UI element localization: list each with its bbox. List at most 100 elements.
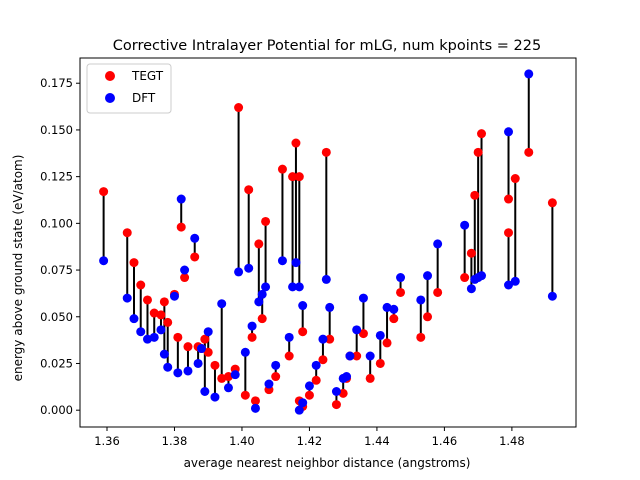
- point-dft: [156, 325, 166, 335]
- point-tegt: [304, 390, 314, 400]
- point-dft: [389, 304, 399, 314]
- point-tegt: [257, 314, 267, 324]
- point-dft: [190, 233, 200, 243]
- y-tick-label: 0.150: [40, 123, 73, 137]
- point-tegt: [338, 388, 348, 398]
- legend-marker-tegt: [105, 71, 115, 81]
- point-dft: [304, 381, 314, 391]
- point-dft: [433, 239, 443, 249]
- x-tick-label: 1.38: [162, 434, 188, 448]
- point-dft: [375, 330, 385, 340]
- point-tegt: [223, 372, 233, 382]
- x-axis-ticks: 1.36 1.38 1.40 1.42 1.44 1.46 1.48: [94, 427, 525, 448]
- x-axis-label: average nearest neighbor distance (angst…: [184, 456, 471, 470]
- point-dft: [122, 293, 132, 303]
- point-dft: [173, 368, 183, 378]
- point-tegt: [352, 351, 362, 361]
- point-dft: [203, 327, 213, 337]
- point-tegt: [325, 334, 335, 344]
- point-dft: [247, 321, 257, 331]
- point-dft: [217, 299, 227, 309]
- point-dft: [234, 267, 244, 277]
- point-tegt: [234, 103, 244, 113]
- point-tegt: [396, 287, 406, 297]
- point-dft: [176, 194, 186, 204]
- point-tegt: [321, 147, 331, 157]
- point-tegt: [190, 252, 200, 262]
- point-dft: [99, 256, 109, 266]
- point-dft: [200, 387, 210, 397]
- x-tick-label: 1.42: [297, 434, 323, 448]
- y-tick-label: 0.100: [40, 216, 73, 230]
- point-tegt: [318, 355, 328, 365]
- point-tegt: [298, 327, 308, 337]
- point-dft: [466, 284, 476, 294]
- x-tick-label: 1.36: [94, 434, 120, 448]
- point-dft: [325, 302, 335, 312]
- point-tegt: [176, 222, 186, 232]
- point-tegt: [217, 373, 227, 383]
- point-tegt: [504, 194, 514, 204]
- point-dft: [331, 387, 341, 397]
- point-tegt: [250, 396, 260, 406]
- x-tick-label: 1.44: [364, 434, 390, 448]
- point-dft: [291, 258, 301, 268]
- point-dft: [264, 379, 274, 389]
- point-tegt: [156, 310, 166, 320]
- point-tegt: [277, 164, 287, 174]
- point-dft: [169, 291, 179, 301]
- point-tegt: [129, 258, 139, 268]
- point-dft: [365, 351, 375, 361]
- point-dft: [261, 282, 271, 292]
- point-dft: [271, 360, 281, 370]
- y-tick-label: 0.050: [40, 310, 73, 324]
- point-tegt: [460, 273, 470, 283]
- point-dft: [183, 366, 193, 376]
- point-tegt: [331, 400, 341, 410]
- point-tegt: [163, 317, 173, 327]
- point-dft: [254, 297, 264, 307]
- point-dft: [257, 289, 267, 299]
- point-dft: [288, 282, 298, 292]
- point-tegt: [149, 308, 159, 318]
- point-dft: [244, 263, 254, 273]
- point-tegt: [173, 332, 183, 342]
- point-dft: [342, 372, 352, 382]
- point-tegt: [504, 228, 514, 238]
- point-tegt: [247, 332, 257, 342]
- chart-title: Corrective Intralayer Potential for mLG,…: [113, 38, 541, 54]
- point-dft: [352, 325, 362, 335]
- legend-label-tegt: TEGT: [131, 69, 164, 83]
- point-tegt: [159, 297, 169, 307]
- point-dft: [136, 327, 146, 337]
- point-tegt: [244, 185, 254, 195]
- point-dft: [510, 276, 520, 286]
- point-dft: [358, 293, 368, 303]
- point-dft: [321, 274, 331, 284]
- point-dft: [163, 362, 173, 372]
- point-tegt: [99, 187, 109, 197]
- point-dft: [547, 291, 557, 301]
- point-dft: [240, 347, 250, 357]
- x-tick-label: 1.48: [499, 434, 525, 448]
- point-dft: [294, 405, 304, 415]
- point-dft: [477, 271, 487, 281]
- point-dft: [298, 301, 308, 311]
- point-tegt: [389, 314, 399, 324]
- point-tegt: [122, 228, 132, 238]
- y-tick-label: 0.175: [40, 76, 73, 90]
- point-dft: [345, 351, 355, 361]
- point-tegt: [203, 347, 213, 357]
- point-tegt: [510, 174, 520, 184]
- legend-label-dft: DFT: [132, 91, 156, 105]
- point-dft: [396, 273, 406, 283]
- point-tegt: [423, 312, 433, 322]
- point-dft: [142, 334, 152, 344]
- point-dft: [416, 295, 426, 305]
- point-dft: [149, 332, 159, 342]
- point-tegt: [524, 147, 534, 157]
- point-dft: [524, 69, 534, 79]
- legend: TEGT DFT: [86, 63, 172, 114]
- point-tegt: [261, 216, 271, 226]
